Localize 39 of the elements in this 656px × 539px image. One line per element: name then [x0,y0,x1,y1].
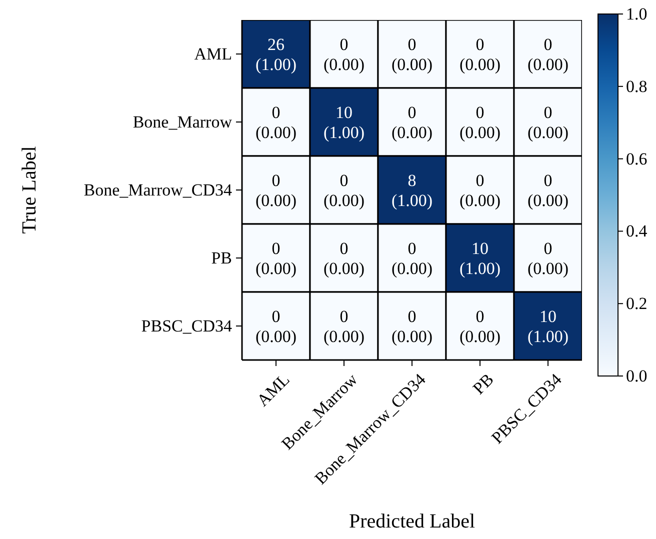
data-label: 10 (1.00) [323,102,365,142]
data-label: 0 (0.00) [527,170,569,210]
color-bar-label: 0.6 [626,149,648,168]
color-bar-label: 0.4 [626,222,648,241]
data-label: 0 (0.00) [391,306,433,346]
data-label: 0 (0.00) [459,34,501,74]
data-label: 0 (0.00) [527,238,569,278]
color-bar-label: 1.0 [626,4,648,24]
y-tick-label: Bone_Marrow [132,112,233,132]
x-tick-label: PB [469,370,498,398]
y-tick-label: AML [194,44,232,64]
data-label: 0 (0.00) [391,238,433,278]
data-label: 0 (0.00) [323,238,365,278]
data-label: 0 (0.00) [255,306,297,346]
x-axis-title: Predicted Label [348,510,476,534]
data-label: 0 (0.00) [391,34,433,74]
data-label: 26 (1.00) [255,34,297,74]
data-label: 8 (1.00) [391,170,433,210]
data-label: 10 (1.00) [527,306,569,346]
data-label: 10 (1.00) [459,238,501,278]
y-tick-label: PB [211,248,232,268]
y-axis-title: True Label [18,146,42,234]
color-bar-label: 0.2 [626,294,648,314]
data-label: 0 (0.00) [527,102,569,142]
y-tick-label: PBSC_CD34 [141,316,232,336]
data-label: 0 (0.00) [255,170,297,210]
data-label: 0 (0.00) [255,238,297,278]
color-bar-label: 0.8 [626,76,648,96]
data-label: 0 (0.00) [459,170,501,210]
data-label: 0 (0.00) [391,102,433,142]
data-label: 0 (0.00) [459,306,501,346]
data-label: 0 (0.00) [323,34,365,74]
color-bar-label: 0.0 [626,366,648,386]
data-label: 0 (0.00) [527,34,569,74]
y-tick-label: Bone_Marrow_CD34 [84,180,232,200]
data-label: 0 (0.00) [323,306,365,346]
data-label: 0 (0.00) [255,102,297,142]
data-label: 0 (0.00) [323,170,365,210]
data-label: 0 (0.00) [459,102,501,142]
